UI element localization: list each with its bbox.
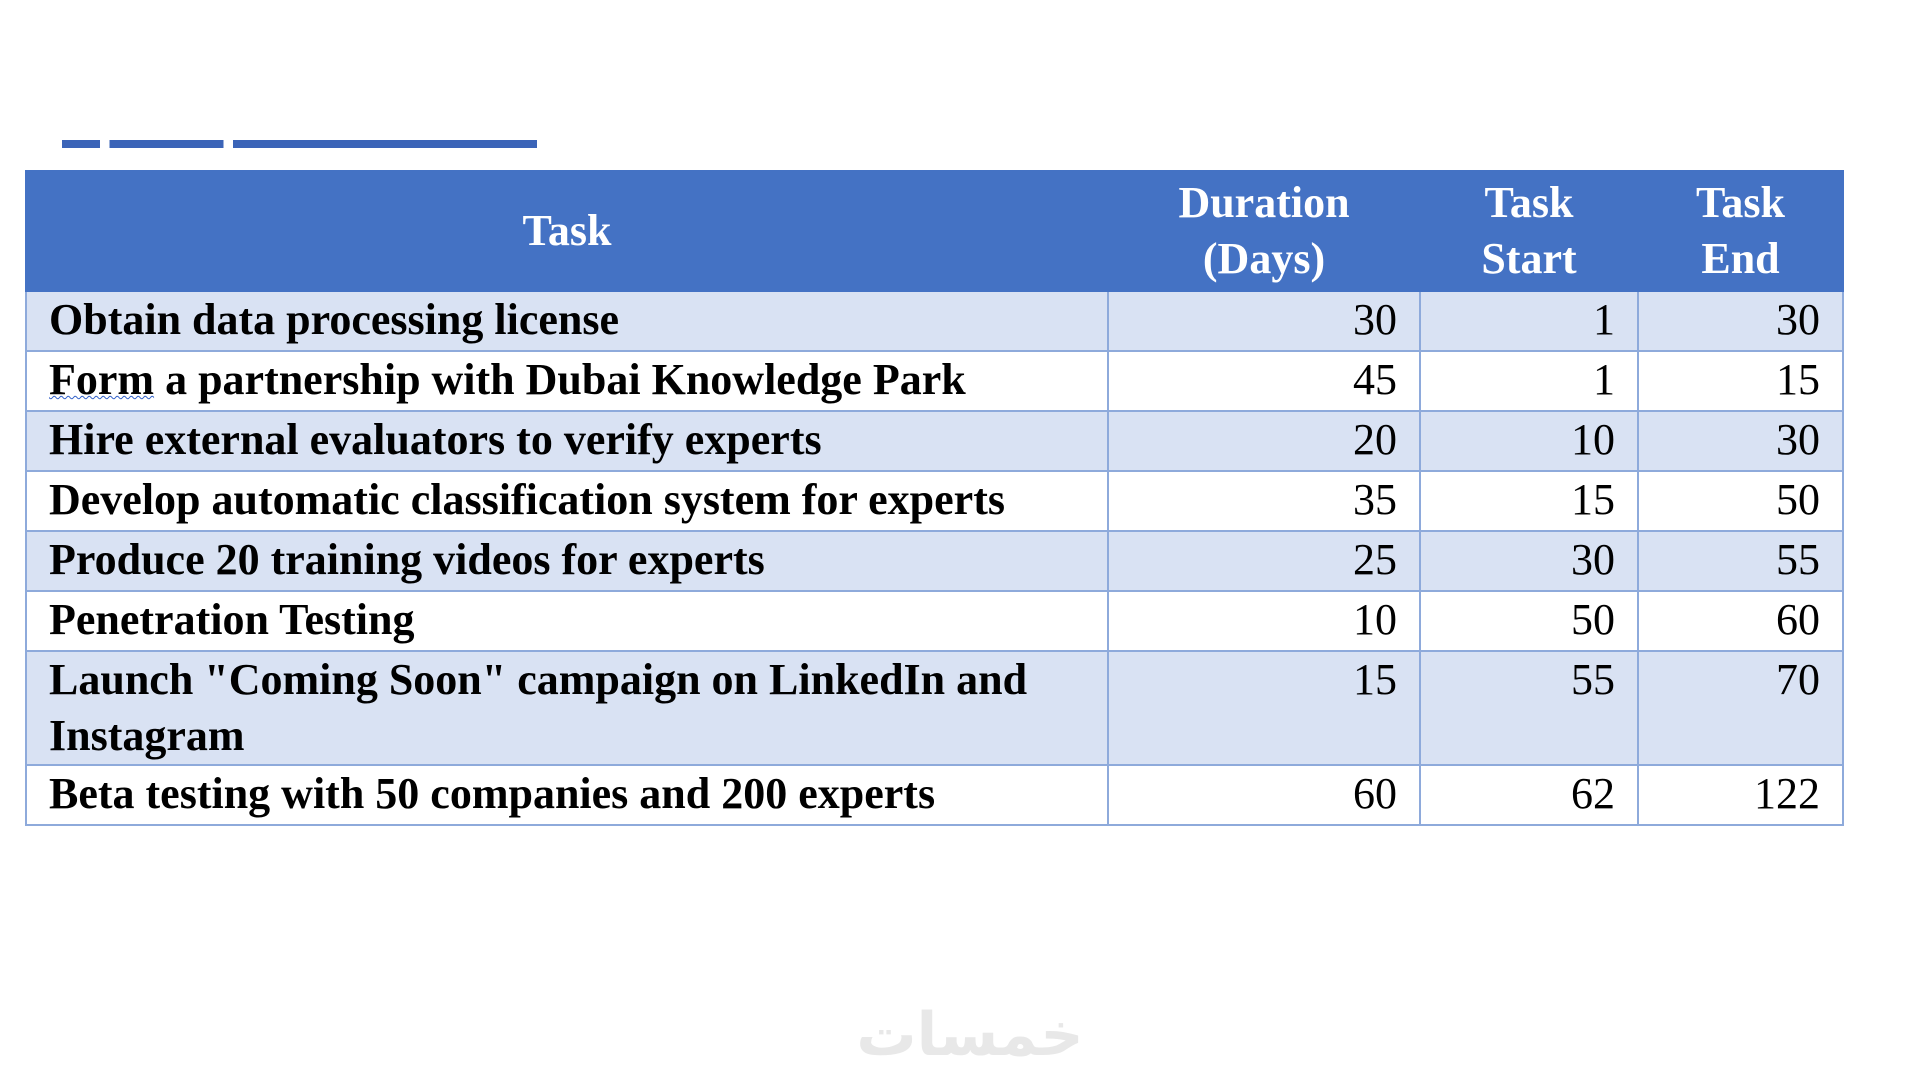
header-row: Task Duration (Days) Task Start Task End (25, 170, 1844, 292)
end-cell: 30 (1637, 290, 1844, 352)
duration-cell: 60 (1107, 764, 1421, 826)
end-cell: 55 (1637, 530, 1844, 592)
table-body: Obtain data processing license 30 1 30 F… (25, 290, 1844, 826)
table-row: Beta testing with 50 companies and 200 e… (25, 764, 1844, 826)
task-cell: Beta testing with 50 companies and 200 e… (25, 764, 1109, 826)
end-cell: 122 (1637, 764, 1844, 826)
duration-cell: 20 (1107, 410, 1421, 472)
start-cell: 62 (1419, 764, 1639, 826)
duration-cell: 35 (1107, 470, 1421, 532)
end-cell: 30 (1637, 410, 1844, 472)
spellcheck-flagged-word: Form (49, 355, 155, 404)
table-row: Develop automatic classification system … (25, 470, 1844, 532)
end-cell: 15 (1637, 350, 1844, 412)
table-row: Form a partnership with Dubai Knowledge … (25, 350, 1844, 412)
table-row: Hire external evaluators to verify exper… (25, 410, 1844, 472)
task-schedule-table: Task Duration (Days) Task Start Task End Ob… (25, 170, 1844, 826)
start-cell: 1 (1419, 290, 1639, 352)
header-task-end: Task End (1637, 170, 1844, 292)
table-header: Task Duration (Days) Task Start Task End (25, 170, 1844, 292)
start-cell: 55 (1419, 650, 1639, 766)
duration-cell: 45 (1107, 350, 1421, 412)
site-watermark-logo: خمسات (856, 1000, 1084, 1070)
table-row: Launch "Coming Soon" campaign on LinkedI… (25, 650, 1844, 766)
end-cell: 70 (1637, 650, 1844, 766)
header-duration: Duration (Days) (1107, 170, 1421, 292)
start-cell: 15 (1419, 470, 1639, 532)
header-task-start: Task Start (1419, 170, 1639, 292)
start-cell: 30 (1419, 530, 1639, 592)
table-row: Produce 20 training videos for experts 2… (25, 530, 1844, 592)
task-cell: Launch "Coming Soon" campaign on LinkedI… (25, 650, 1109, 766)
table-row: Penetration Testing 10 50 60 (25, 590, 1844, 652)
cropped-heading-glyphs: ▬ ▬▬▬ ▬▬▬▬▬▬▬▬ (62, 140, 537, 152)
task-cell: Penetration Testing (25, 590, 1109, 652)
cropped-section-heading: ▬ ▬▬▬ ▬▬▬▬▬▬▬▬ (62, 140, 652, 152)
task-cell: Produce 20 training videos for experts (25, 530, 1109, 592)
task-cell: Develop automatic classification system … (25, 470, 1109, 532)
end-cell: 50 (1637, 470, 1844, 532)
duration-cell: 10 (1107, 590, 1421, 652)
end-cell: 60 (1637, 590, 1844, 652)
start-cell: 10 (1419, 410, 1639, 472)
task-cell: Form a partnership with Dubai Knowledge … (25, 350, 1109, 412)
duration-cell: 25 (1107, 530, 1421, 592)
duration-cell: 15 (1107, 650, 1421, 766)
task-cell: Hire external evaluators to verify exper… (25, 410, 1109, 472)
header-task: Task (25, 170, 1109, 292)
task-cell: Obtain data processing license (25, 290, 1109, 352)
task-text: a partnership with Dubai Knowledge Park (154, 355, 966, 404)
start-cell: 50 (1419, 590, 1639, 652)
table-row: Obtain data processing license 30 1 30 (25, 290, 1844, 352)
duration-cell: 30 (1107, 290, 1421, 352)
start-cell: 1 (1419, 350, 1639, 412)
